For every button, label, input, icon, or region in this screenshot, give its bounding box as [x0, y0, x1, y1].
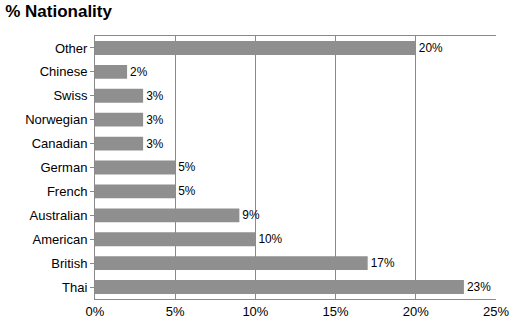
svg-text:15%: 15%	[323, 304, 349, 319]
svg-text:German: German	[40, 160, 87, 175]
svg-text:25%: 25%	[483, 304, 509, 319]
svg-text:3%: 3%	[146, 89, 164, 103]
svg-text:20%: 20%	[419, 41, 443, 55]
svg-text:Australian: Australian	[30, 208, 88, 223]
svg-text:10%: 10%	[242, 304, 268, 319]
svg-text:% Nationality: % Nationality	[5, 2, 112, 21]
svg-text:Norwegian: Norwegian	[25, 112, 87, 127]
svg-text:French: French	[47, 184, 87, 199]
svg-text:3%: 3%	[146, 113, 164, 127]
svg-text:23%: 23%	[467, 280, 491, 294]
svg-text:10%: 10%	[258, 232, 282, 246]
svg-text:9%: 9%	[242, 208, 260, 222]
svg-text:5%: 5%	[166, 304, 185, 319]
svg-text:17%: 17%	[371, 256, 395, 270]
svg-text:5%: 5%	[178, 160, 196, 174]
svg-text:2%: 2%	[130, 65, 148, 79]
svg-text:Chinese: Chinese	[40, 64, 88, 79]
svg-text:Other: Other	[55, 41, 88, 56]
svg-text:British: British	[51, 256, 87, 271]
svg-text:Canadian: Canadian	[32, 136, 88, 151]
svg-text:3%: 3%	[146, 137, 164, 151]
svg-text:American: American	[32, 232, 87, 247]
svg-text:Thai: Thai	[62, 280, 87, 295]
svg-text:5%: 5%	[178, 184, 196, 198]
svg-text:0%: 0%	[86, 304, 105, 319]
svg-text:20%: 20%	[403, 304, 429, 319]
svg-text:Swiss: Swiss	[53, 88, 87, 103]
